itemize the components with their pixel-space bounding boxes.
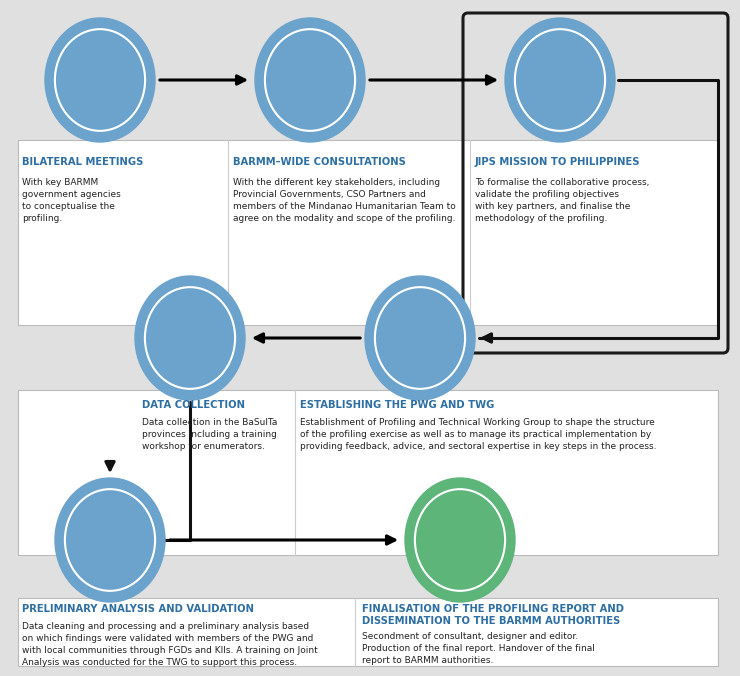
Text: Establishment of Profiling and Technical Working Group to shape the structure
of: Establishment of Profiling and Technical…: [300, 418, 656, 452]
Text: Data collection in the BaSulTa
provinces including a training
workshop for enume: Data collection in the BaSulTa provinces…: [142, 418, 278, 452]
Ellipse shape: [405, 478, 515, 602]
FancyBboxPatch shape: [18, 140, 718, 325]
FancyBboxPatch shape: [18, 598, 718, 666]
Text: Data cleaning and processing and a preliminary analysis based
on which findings : Data cleaning and processing and a preli…: [22, 622, 317, 667]
Ellipse shape: [505, 18, 615, 142]
Ellipse shape: [365, 276, 475, 400]
Text: FINALISATION OF THE PROFILING REPORT AND
DISSEMINATION TO THE BARMM AUTHORITIES: FINALISATION OF THE PROFILING REPORT AND…: [362, 604, 624, 625]
Text: BARMM–WIDE CONSULTATIONS: BARMM–WIDE CONSULTATIONS: [233, 157, 406, 167]
Ellipse shape: [135, 276, 245, 400]
Text: With key BARMM
government agencies
to conceptualise the
profiling.: With key BARMM government agencies to co…: [22, 178, 121, 224]
Text: ESTABLISHING THE PWG AND TWG: ESTABLISHING THE PWG AND TWG: [300, 400, 494, 410]
Text: JIPS MISSION TO PHILIPPINES: JIPS MISSION TO PHILIPPINES: [475, 157, 641, 167]
Ellipse shape: [255, 18, 365, 142]
Text: With the different key stakeholders, including
Provincial Governments, CSO Partn: With the different key stakeholders, inc…: [233, 178, 456, 224]
Text: Secondment of consultant, designer and editor.
Production of the final report. H: Secondment of consultant, designer and e…: [362, 632, 595, 665]
Ellipse shape: [55, 478, 165, 602]
Text: BILATERAL MEETINGS: BILATERAL MEETINGS: [22, 157, 144, 167]
Text: DATA COLLECTION: DATA COLLECTION: [142, 400, 245, 410]
Text: To formalise the collaborative process,
validate the profiling objectives
with k: To formalise the collaborative process, …: [475, 178, 650, 224]
Ellipse shape: [45, 18, 155, 142]
Text: PRELIMINARY ANALYSIS AND VALIDATION: PRELIMINARY ANALYSIS AND VALIDATION: [22, 604, 254, 614]
FancyBboxPatch shape: [18, 390, 718, 555]
